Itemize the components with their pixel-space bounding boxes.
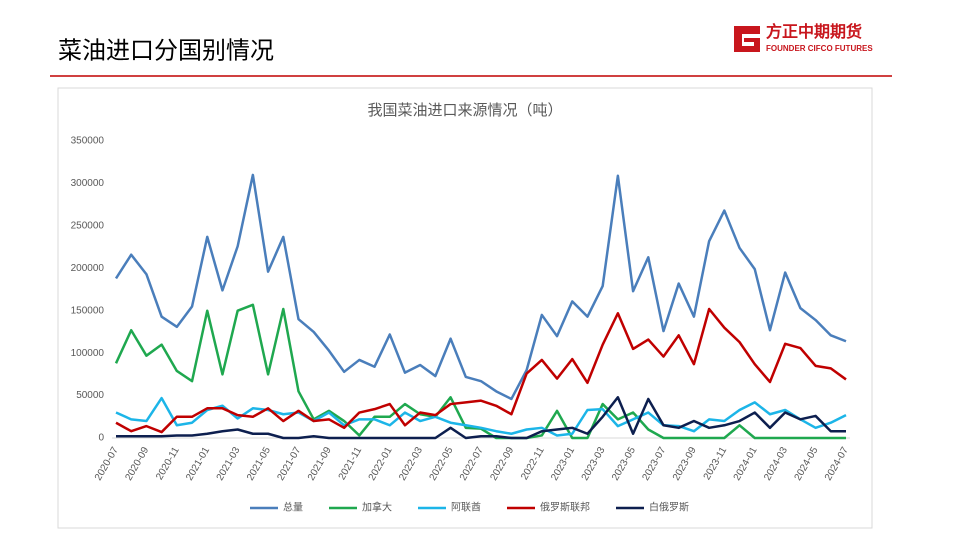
legend-label: 阿联酋 <box>451 501 481 514</box>
y-tick-label: 100000 <box>71 348 105 359</box>
legend-label: 俄罗斯联邦 <box>540 501 590 514</box>
slide-title: 菜油进口分国别情况 <box>58 37 274 65</box>
legend-label: 白俄罗斯 <box>649 501 689 514</box>
chart-title: 我国菜油进口来源情况（吨） <box>367 102 562 119</box>
chart-frame <box>57 87 873 529</box>
y-tick-label: 250000 <box>71 220 105 231</box>
y-tick-label: 300000 <box>71 178 105 189</box>
y-tick-label: 50000 <box>76 390 104 401</box>
legend-label: 加拿大 <box>362 501 392 514</box>
legend-label: 总量 <box>283 501 303 514</box>
y-tick-label: 200000 <box>71 263 105 274</box>
logo-icon <box>734 26 760 52</box>
y-tick-label: 0 <box>98 433 104 444</box>
series-line <box>114 173 847 401</box>
logo-english: FOUNDER CIFCO FUTURES <box>766 44 873 53</box>
series-line <box>116 396 846 440</box>
logo-name: 方正中期期货 <box>766 22 862 41</box>
y-tick-label: 150000 <box>71 305 105 316</box>
series-line <box>115 396 847 437</box>
series-line <box>115 307 847 434</box>
y-tick-label: 350000 <box>71 136 105 147</box>
